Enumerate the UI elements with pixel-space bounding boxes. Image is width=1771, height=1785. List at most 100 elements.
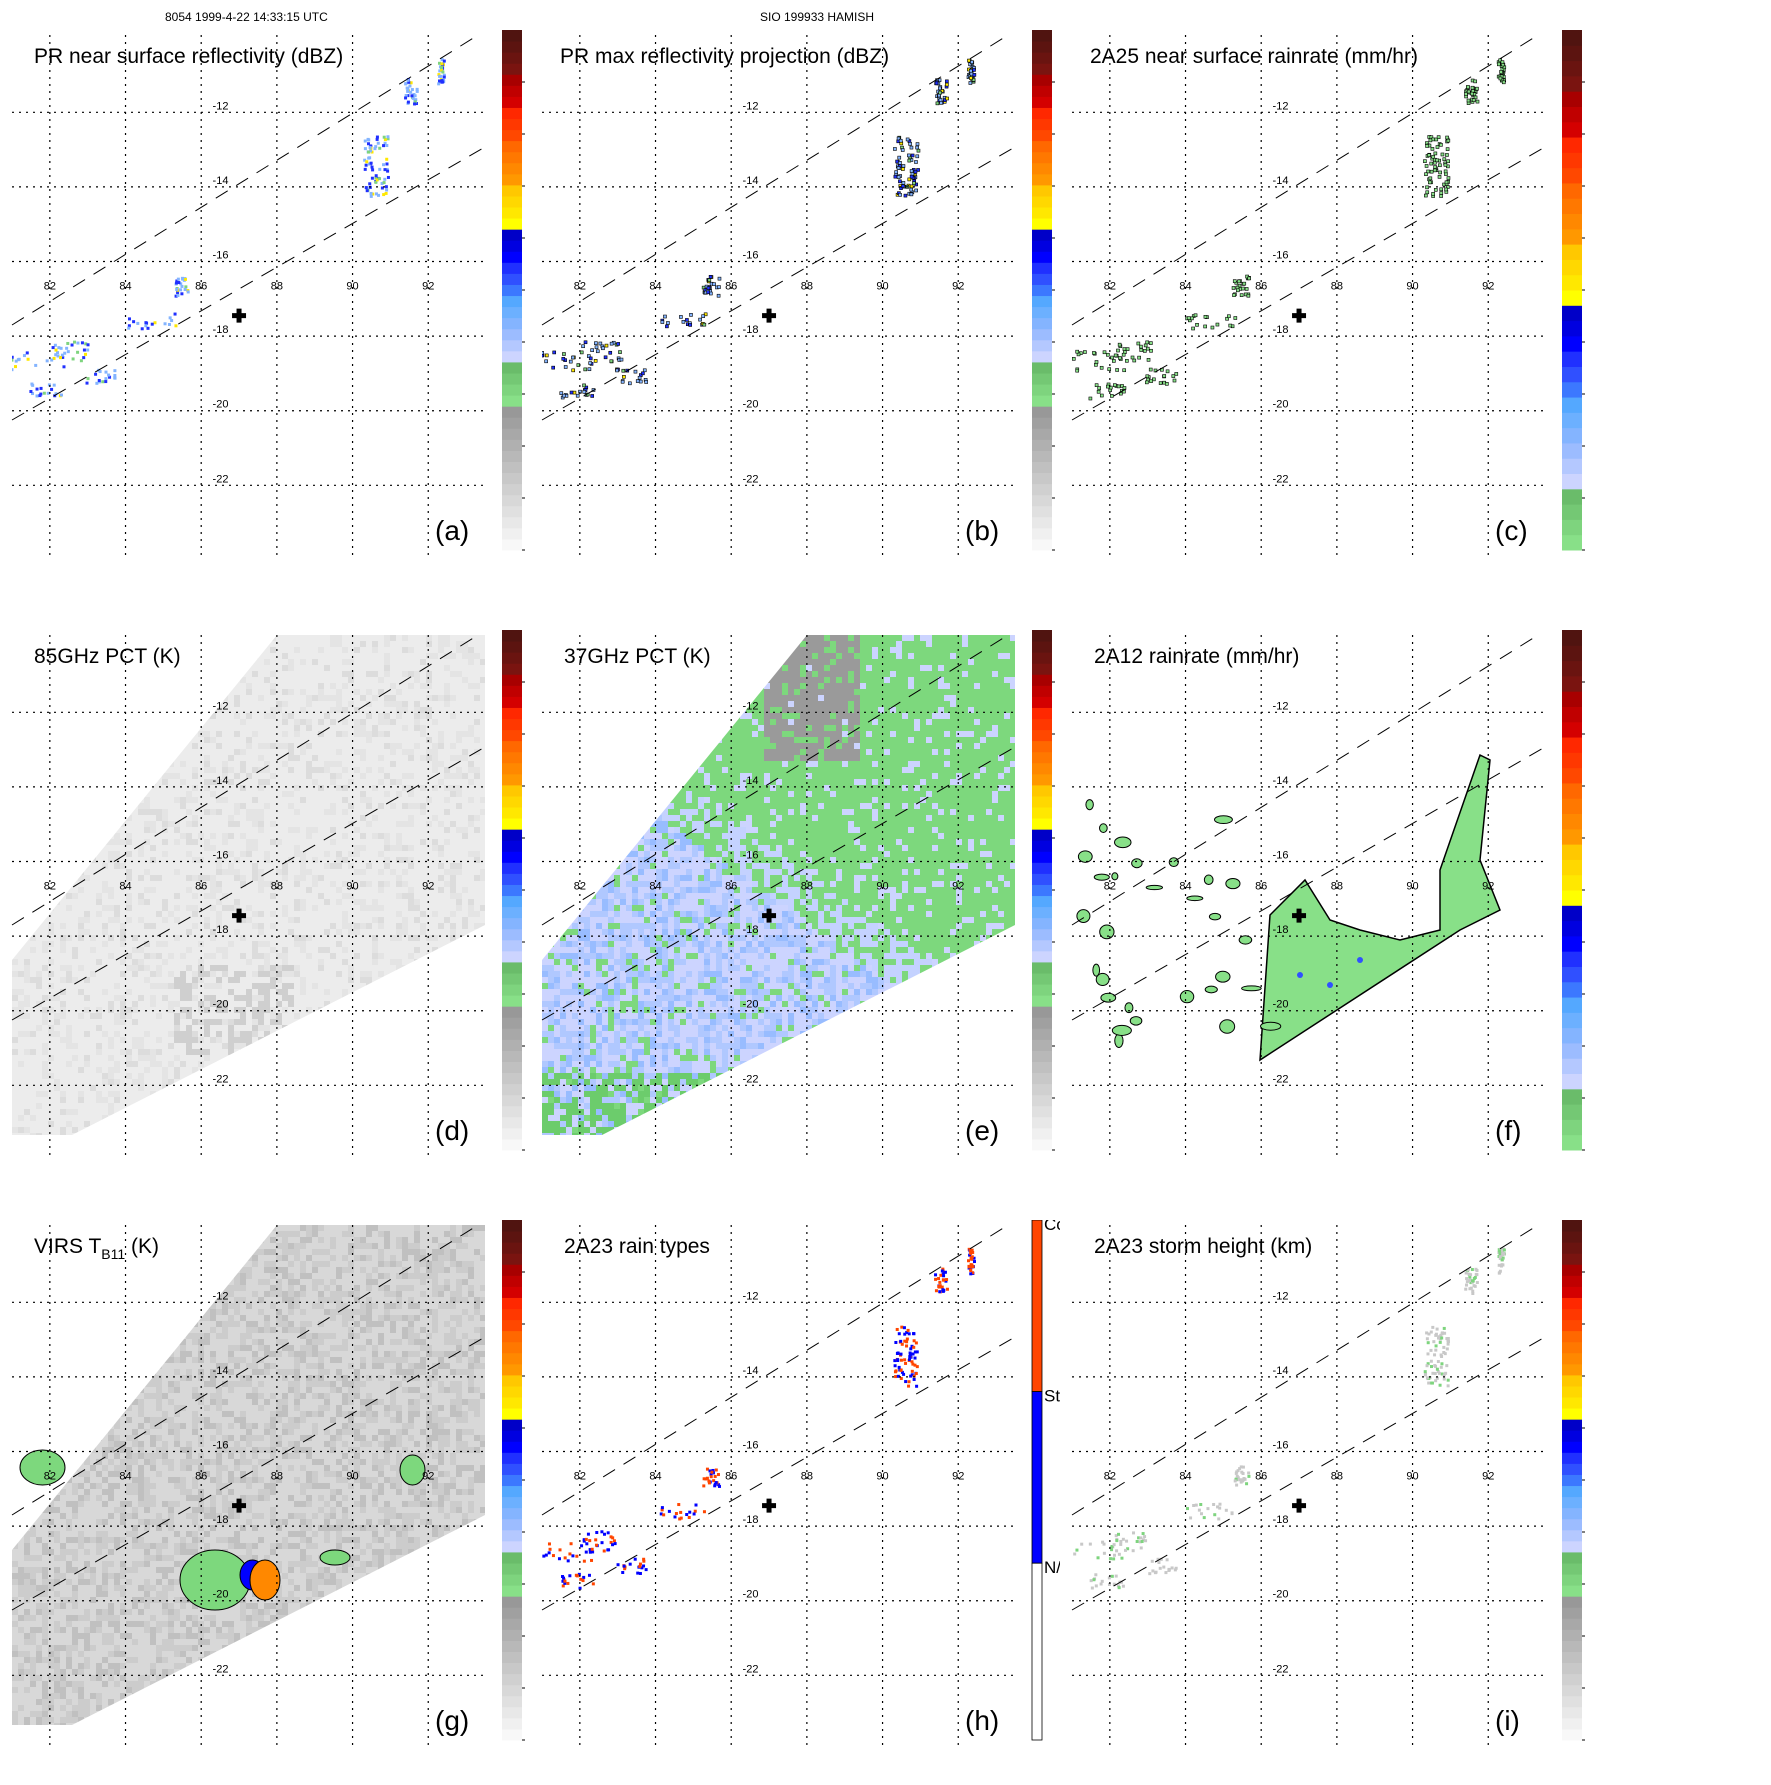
lon-tick-label: 90	[346, 880, 358, 892]
swath-edge	[1072, 1227, 1535, 1515]
precip-pixel	[31, 384, 34, 387]
precip-pixel	[1124, 1549, 1127, 1552]
precip-pixel	[562, 1584, 565, 1587]
precip-pixel	[614, 1542, 617, 1545]
precip-pixel	[1225, 1509, 1228, 1512]
colorbar: 304292280268256244232220208196	[502, 1220, 530, 1751]
precip-pixel	[944, 1271, 947, 1274]
precip-pixel	[1430, 1360, 1433, 1363]
precip-pixel	[1445, 153, 1448, 156]
precip-pixel	[1465, 1284, 1468, 1287]
lat-tick-label: -22	[213, 473, 229, 485]
precip-pixel	[718, 277, 721, 280]
panel-title: VIRS TB11 (K)	[34, 1235, 159, 1262]
precip-pixel	[1132, 1531, 1135, 1534]
colorbar-swatch	[502, 395, 522, 407]
colorbar-swatch	[502, 1364, 522, 1376]
precip-pixel	[969, 69, 972, 72]
colorbar-swatch	[1562, 382, 1582, 398]
precip-pixel	[595, 1531, 598, 1534]
precip-pixel	[1069, 1541, 1072, 1544]
precip-pixel	[1073, 1552, 1076, 1555]
precip-pixel	[408, 84, 411, 87]
precip-pixel	[609, 351, 612, 354]
precip-pixel	[628, 382, 631, 385]
precip-pixel	[642, 1560, 645, 1563]
precip-pixel	[1187, 317, 1190, 320]
colorbar-swatch	[1032, 1017, 1052, 1029]
rain-cell	[1205, 986, 1217, 993]
lon-tick-label: 92	[1482, 880, 1494, 892]
colorbar-tick-label: Conv	[1044, 1220, 1060, 1234]
precip-pixel	[939, 91, 942, 94]
precip-pixel	[645, 381, 648, 384]
precip-pixel	[127, 327, 130, 330]
precip-pixel	[910, 146, 913, 149]
precip-pixel	[904, 194, 907, 197]
precip-pixel	[1440, 1355, 1443, 1358]
precip-pixel	[1173, 379, 1176, 382]
colorbar-swatch	[1032, 1006, 1052, 1018]
precip-pixel	[707, 287, 710, 290]
colorbar-swatch	[502, 517, 522, 529]
precip-pixel	[1439, 171, 1442, 174]
colorbar-swatch	[1562, 936, 1582, 952]
colorbar-swatch	[1032, 417, 1052, 429]
precip-pixel	[416, 88, 419, 91]
colorbar-swatch	[502, 96, 522, 108]
precip-pixel	[1112, 359, 1115, 362]
precip-pixel	[665, 325, 668, 328]
precip-pixel	[900, 1359, 903, 1362]
lon-tick-label: 86	[725, 280, 737, 292]
colorbar-swatch	[502, 1139, 522, 1151]
precip-pixel	[1438, 164, 1441, 167]
precip-pixel	[703, 1510, 706, 1513]
precip-pixel	[595, 346, 598, 349]
precip-pixel	[378, 177, 381, 180]
precip-pixel	[899, 193, 902, 196]
lon-tick-label: 84	[119, 1470, 131, 1482]
precip-pixel	[1119, 1543, 1122, 1546]
precip-pixel	[141, 327, 144, 330]
precip-pixel	[1234, 317, 1237, 320]
colorbar-swatch	[502, 873, 522, 885]
precip-pixel	[936, 102, 939, 105]
colorbar-swatch	[1562, 691, 1582, 707]
precip-pixel	[1434, 165, 1437, 168]
lon-tick-label: 92	[952, 880, 964, 892]
precip-pixel	[1163, 375, 1166, 378]
precip-pixel	[1427, 1382, 1430, 1385]
colorbar-swatch	[1562, 428, 1582, 444]
precip-pixel	[385, 185, 388, 188]
colorbar-swatch	[1562, 783, 1582, 799]
precip-pixel	[1472, 99, 1475, 102]
precip-pixel	[378, 147, 381, 150]
precip-pixel	[1502, 81, 1505, 84]
colorbar-swatch	[502, 141, 522, 153]
colorbar-swatch	[502, 1253, 522, 1265]
precip-pixel	[1501, 1263, 1504, 1266]
precip-pixel	[1435, 1333, 1438, 1336]
precip-pixel	[1113, 1554, 1116, 1557]
precip-pixel	[181, 277, 184, 280]
colorbar-swatch	[1032, 752, 1052, 764]
colorbar-swatch	[1562, 1530, 1582, 1542]
precip-pixel	[382, 163, 385, 166]
precip-pixel	[915, 1341, 918, 1344]
precip-pixel	[682, 320, 685, 323]
panel-label: (h)	[965, 1705, 999, 1736]
colorbar-swatch	[1032, 362, 1052, 374]
lon-tick-label: 86	[725, 880, 737, 892]
lon-tick-label: 86	[195, 280, 207, 292]
precip-pixel	[1234, 1479, 1237, 1482]
precip-pixel	[184, 288, 187, 291]
precip-pixel	[1089, 1543, 1092, 1546]
graticule	[1072, 1225, 1545, 1750]
precip-pixel	[1437, 1360, 1440, 1363]
precip-pixel	[132, 320, 135, 323]
precip-pixel	[1068, 1551, 1071, 1554]
colorbar-swatch	[502, 1707, 522, 1719]
colorbar-swatch	[502, 439, 522, 451]
precip-pixel	[367, 138, 370, 141]
precip-pixel	[113, 374, 116, 377]
